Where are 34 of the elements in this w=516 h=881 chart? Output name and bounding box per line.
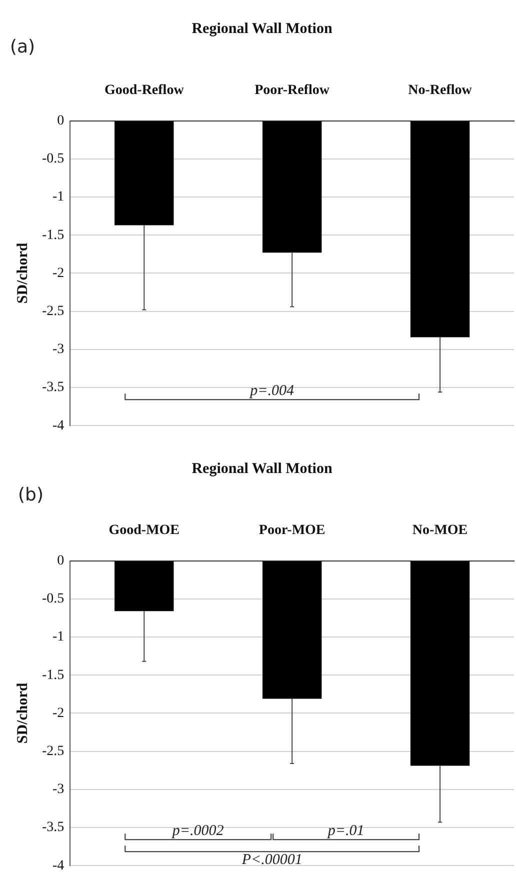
x-tick-label: Good-Reflow [104, 83, 185, 98]
y-tick-label: -3.5 [42, 820, 64, 836]
y-tick-label: -1 [52, 630, 64, 645]
annotation: P<.00001 [240, 852, 302, 868]
y-tick-label: -0.5 [42, 152, 64, 167]
y-tick-label: 0 [57, 113, 64, 128]
y-tick-label: -4 [52, 858, 64, 874]
annotation: p=.01 [326, 823, 364, 840]
y-tick-label: -2 [52, 266, 64, 281]
annotation: p=.0002 [171, 823, 224, 840]
y-tick-label: -2.5 [42, 744, 64, 759]
x-tick-label: No-MOE [412, 523, 468, 538]
text: (b) [18, 484, 44, 506]
y-tick-label: 0 [57, 553, 64, 568]
y-tick-label: -3 [52, 782, 64, 798]
y-tick-label: -4 [52, 418, 64, 434]
y-tick-label: -3 [52, 342, 64, 358]
y-tick-label: -2 [52, 706, 64, 721]
y-tick-label: -1 [52, 190, 64, 205]
x-tick-label: Poor-Reflow [254, 83, 330, 98]
y-axis-title: SD/chord [14, 682, 31, 744]
annotation: p=.004 [249, 383, 295, 400]
x-tick-label: Poor-MOE [258, 523, 326, 538]
chart-title: Regional Wall Motion [192, 460, 333, 477]
y-tick-label: -2.5 [42, 304, 64, 319]
x-tick-label: No-Reflow [408, 83, 473, 98]
chart-title: Regional Wall Motion [192, 20, 333, 37]
x-tick-label: Good-MOE [108, 523, 180, 538]
y-axis-title: SD/chord [14, 242, 31, 304]
y-tick-label: -1.5 [42, 668, 64, 683]
y-tick-label: -0.5 [42, 592, 64, 607]
text: (a) [10, 36, 36, 58]
y-tick-label: -3.5 [42, 380, 64, 396]
y-tick-label: -1.5 [42, 228, 64, 243]
